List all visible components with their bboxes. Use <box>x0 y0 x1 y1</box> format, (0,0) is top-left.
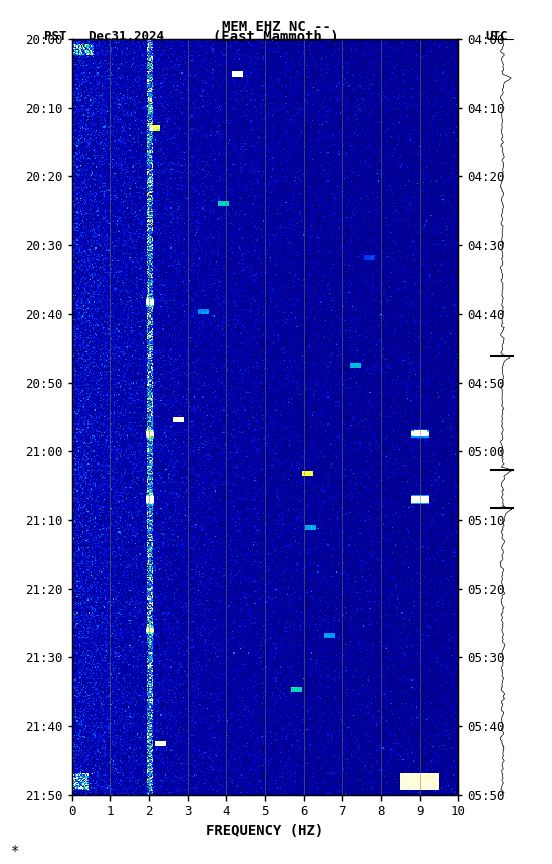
Text: (East Mammoth ): (East Mammoth ) <box>213 30 339 44</box>
Text: UTC: UTC <box>486 30 508 43</box>
X-axis label: FREQUENCY (HZ): FREQUENCY (HZ) <box>206 824 323 838</box>
Text: *: * <box>11 844 19 858</box>
Text: MEM EHZ NC --: MEM EHZ NC -- <box>221 20 331 34</box>
Text: PST   Dec31,2024: PST Dec31,2024 <box>44 30 164 43</box>
